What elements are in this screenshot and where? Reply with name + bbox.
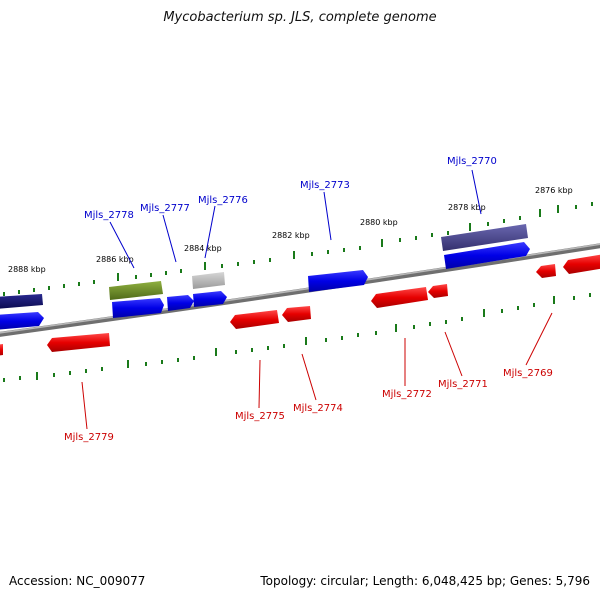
scale-label-2886: 2886 kbp — [96, 255, 134, 264]
genome-backbone — [0, 243, 600, 337]
forward-gene-2778[interactable] — [112, 298, 164, 318]
gene-label-mjls-2771[interactable]: Mjls_2771 — [438, 379, 488, 390]
scale-label-2884: 2884 kbp — [184, 244, 222, 253]
forward-gene-2777[interactable] — [167, 295, 194, 311]
reverse-scale-ticks — [3, 293, 591, 382]
scale-label-2876: 2876 kbp — [535, 186, 573, 195]
forward-scale-ticks — [3, 202, 593, 296]
genome-summary-text: Topology: circular; Length: 6,048,425 bp… — [260, 574, 590, 588]
forward-genes — [0, 242, 530, 330]
reverse-gene-2769-b[interactable] — [563, 254, 600, 274]
forward-gene-2773[interactable] — [308, 270, 368, 292]
gene-label-mjls-2770[interactable]: Mjls_2770 — [447, 156, 497, 167]
reverse-gene-2771[interactable] — [428, 284, 448, 298]
navy-feature-left[interactable] — [0, 294, 43, 309]
forward-gene-2776[interactable] — [193, 291, 227, 307]
upper-features — [0, 224, 528, 309]
gene-label-mjls-2775[interactable]: Mjls_2775 — [235, 411, 285, 422]
accession-text: Accession: NC_009077 — [9, 574, 146, 588]
gene-label-mjls-2769[interactable]: Mjls_2769 — [503, 368, 553, 379]
scale-label-2882: 2882 kbp — [272, 231, 310, 240]
gene-label-mjls-2779[interactable]: Mjls_2779 — [64, 432, 114, 443]
forward-gene-2770[interactable] — [444, 242, 530, 269]
purple-feature[interactable] — [441, 224, 528, 251]
gene-label-mjls-2776[interactable]: Mjls_2776 — [198, 195, 248, 206]
forward-label-leaders — [109, 169, 482, 269]
scale-label-2878: 2878 kbp — [448, 203, 486, 212]
scale-label-2888: 2888 kbp — [8, 265, 46, 274]
green-feature[interactable] — [109, 281, 163, 300]
forward-gene-left[interactable] — [0, 312, 44, 330]
reverse-gene-left[interactable] — [0, 344, 3, 356]
reverse-gene-2772[interactable] — [371, 287, 428, 308]
gene-label-mjls-2778[interactable]: Mjls_2778 — [84, 210, 134, 221]
reverse-gene-2774[interactable] — [282, 306, 311, 322]
reverse-gene-2775[interactable] — [230, 310, 279, 329]
reverse-genes — [0, 254, 600, 356]
gray-feature[interactable] — [192, 272, 225, 289]
scale-label-2880: 2880 kbp — [360, 218, 398, 227]
gene-label-mjls-2777[interactable]: Mjls_2777 — [140, 203, 190, 214]
gene-label-mjls-2772[interactable]: Mjls_2772 — [382, 389, 432, 400]
gene-label-mjls-2774[interactable]: Mjls_2774 — [293, 403, 343, 414]
gene-label-mjls-2773[interactable]: Mjls_2773 — [300, 180, 350, 191]
reverse-label-leaders — [81, 312, 553, 430]
reverse-gene-2769-a[interactable] — [536, 264, 556, 278]
map-title: Mycobacterium sp. JLS, complete genome — [163, 10, 437, 25]
reverse-gene-2779[interactable] — [47, 333, 110, 352]
